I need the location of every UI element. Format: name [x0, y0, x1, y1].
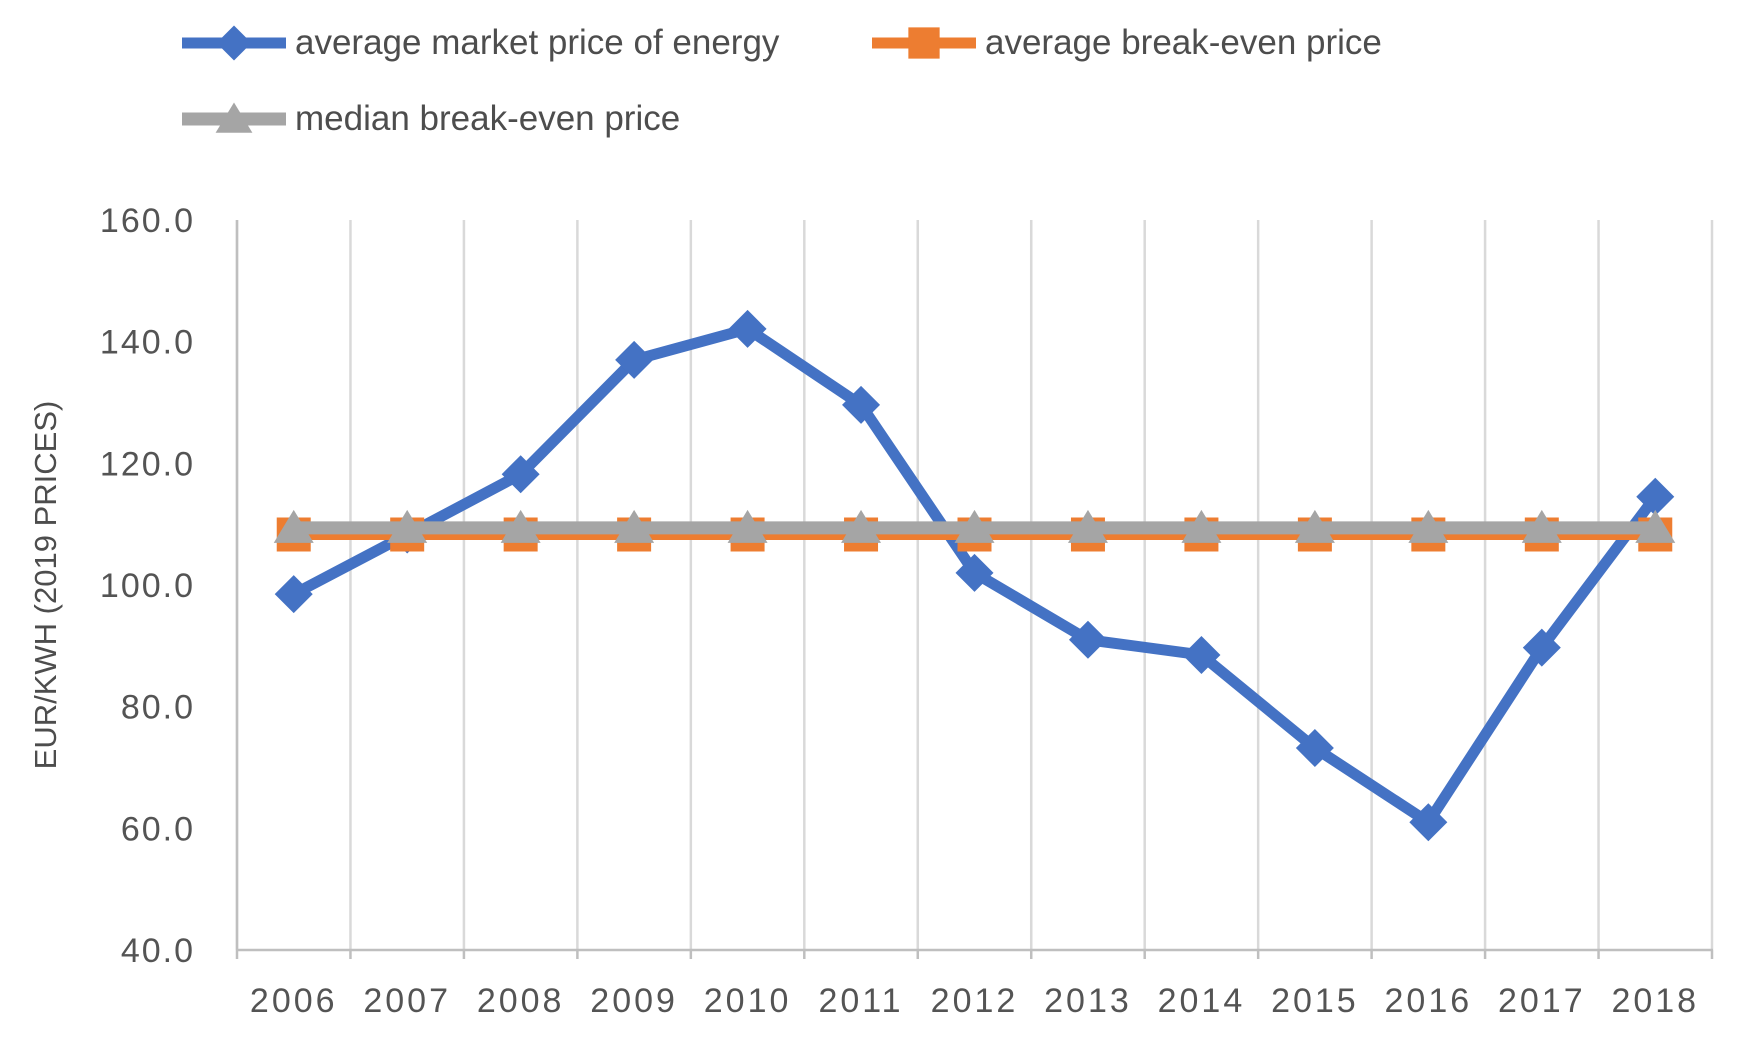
legend-item-average-market-price: average market price of energy [182, 22, 779, 64]
diamond-marker [728, 309, 767, 348]
line-square-marker-icon [872, 24, 976, 62]
legend-item-median-break-even-price: median break-even price [182, 98, 680, 140]
triangle-marker [1635, 509, 1676, 543]
triangle-marker [841, 509, 882, 543]
y-tick-label: 60.0 [121, 810, 195, 848]
diamond-marker [1409, 803, 1448, 842]
y-tick-label: 40.0 [121, 932, 195, 970]
triangle-marker [387, 509, 428, 543]
triangle-marker [1181, 509, 1222, 543]
x-tick-label: 2009 [590, 982, 678, 1020]
line-diamond-marker-icon [182, 24, 286, 62]
triangle-marker [273, 509, 314, 543]
y-tick-label: 140.0 [100, 324, 195, 362]
diamond-marker [1295, 729, 1334, 768]
legend-label-average-break-even-price: average break-even price [985, 23, 1382, 62]
x-tick-label: 2015 [1271, 982, 1359, 1020]
y-tick-label: 80.0 [121, 689, 195, 727]
x-tick-label: 2018 [1611, 982, 1699, 1020]
x-tick-label: 2007 [363, 982, 451, 1020]
y-tick-label: 160.0 [100, 202, 195, 240]
diamond-marker [1522, 628, 1561, 667]
triangle-marker [500, 509, 541, 543]
diamond-marker [274, 575, 313, 614]
diamond-marker [955, 553, 994, 592]
legend-label-average-market-price: average market price of energy [295, 23, 780, 62]
diamond-marker [842, 385, 881, 424]
x-tick-label: 2008 [477, 982, 565, 1020]
diamond-marker [1636, 477, 1675, 516]
diamond-marker [501, 455, 540, 494]
triangle-marker [1521, 509, 1562, 543]
x-tick-label: 2010 [704, 982, 792, 1020]
x-tick-label: 2011 [818, 982, 903, 1020]
triangle-marker [1408, 509, 1449, 543]
diamond-marker [1182, 635, 1221, 674]
x-tick-label: 2017 [1498, 982, 1586, 1020]
diamond-marker [1068, 620, 1107, 659]
triangle-marker [727, 509, 768, 543]
y-tick-label: 100.0 [100, 567, 195, 605]
triangle-marker [1294, 509, 1335, 543]
legend-label-median-break-even-price: median break-even price [295, 99, 681, 138]
legend-item-average-break-even-price: average break-even price [872, 22, 1382, 64]
triangle-marker [1067, 509, 1108, 543]
x-tick-label: 2013 [1044, 982, 1132, 1020]
y-tick-label: 120.0 [100, 445, 195, 483]
x-tick-label: 2012 [931, 982, 1019, 1020]
diamond-marker [615, 340, 654, 379]
x-tick-label: 2016 [1385, 982, 1473, 1020]
x-tick-label: 2006 [250, 982, 338, 1020]
triangle-marker [954, 509, 995, 543]
line-triangle-marker-icon [182, 100, 286, 138]
triangle-marker [614, 509, 655, 543]
x-tick-label: 2014 [1158, 982, 1246, 1020]
